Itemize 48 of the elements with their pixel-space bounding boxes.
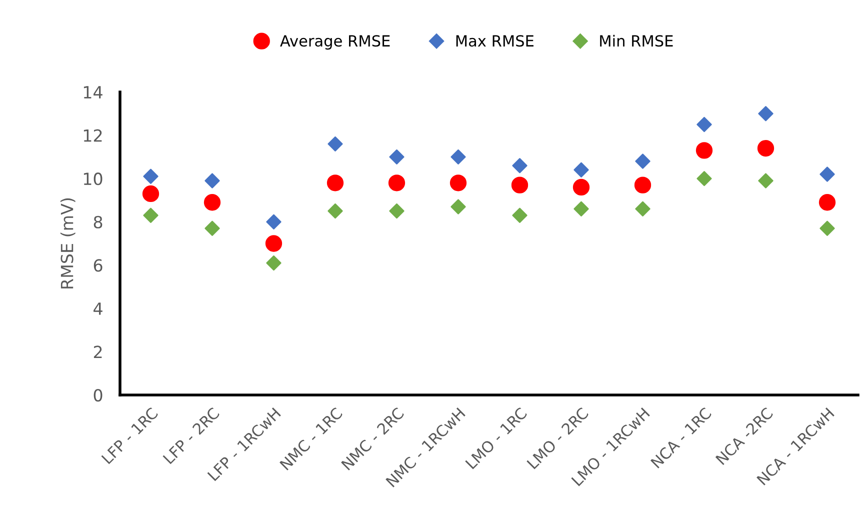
point [635,154,650,169]
y-tick-label: 0 [94,388,102,402]
point [265,235,282,252]
point [204,173,220,188]
point [450,174,467,192]
point [450,149,466,164]
point [574,201,589,216]
y-tick-label: 4 [94,302,102,315]
point [635,201,650,216]
point [820,166,835,182]
point [389,149,404,164]
y-tick-label: 14 [84,86,102,98]
point [512,208,528,223]
legend-label: Min RMSE [600,34,673,47]
point [820,220,835,236]
point [326,174,344,192]
point [204,194,221,211]
point [266,214,282,230]
point [757,140,774,157]
point [328,203,343,219]
point [634,176,652,194]
point [758,106,774,122]
legend-label: Average RMSE [280,35,390,50]
y-tick-label: 2 [94,346,102,358]
point [758,173,774,188]
point [328,136,343,152]
point [204,220,220,236]
point [143,208,158,223]
point [266,255,282,271]
y-tick-label: 8 [94,216,102,228]
point [450,199,466,214]
point [574,162,589,178]
point [389,203,404,219]
point [818,194,836,211]
point [388,174,406,192]
y-tick-label: 10 [84,172,102,186]
point [512,158,528,174]
point [511,176,528,194]
point [696,116,712,132]
y-axis-title: RMSE (mV) [60,198,76,288]
y-tick-label: 12 [84,129,102,142]
point [572,178,590,196]
point [143,168,158,184]
legend-label: Max RMSE [456,35,534,47]
point [696,142,713,159]
point [142,185,160,202]
y-tick-label: 6 [94,259,102,272]
point [696,171,712,186]
